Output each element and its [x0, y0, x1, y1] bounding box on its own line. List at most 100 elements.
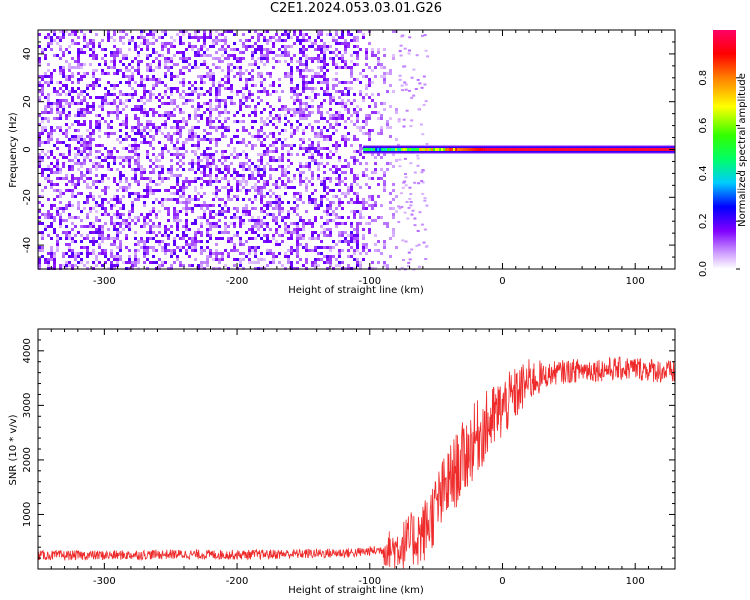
- heatmap-cell: [179, 96, 182, 99]
- heatmap-cell: [395, 159, 398, 162]
- heatmap-cell: [107, 153, 110, 156]
- heatmap-cell: [254, 48, 257, 51]
- heatmap-cell: [83, 264, 86, 267]
- heatmap-cell: [230, 189, 233, 192]
- y-tick-label: 3000: [22, 393, 33, 418]
- heatmap-cell: [374, 162, 377, 165]
- heatmap-cell: [221, 207, 224, 210]
- heatmap-cell: [397, 268, 401, 271]
- heatmap-cell: [296, 237, 299, 240]
- heatmap-cell: [371, 195, 374, 198]
- heatmap-cell: [257, 234, 260, 237]
- heatmap-cell: [400, 192, 403, 195]
- heatmap-cell: [302, 219, 305, 222]
- heatmap-cell: [89, 225, 92, 228]
- heatmap-cell: [38, 57, 41, 60]
- heatmap-cell: [47, 150, 50, 153]
- heatmap-cell: [251, 135, 254, 138]
- heatmap-cell: [107, 102, 110, 105]
- heatmap-cell: [209, 204, 212, 207]
- heatmap-cell: [182, 33, 185, 36]
- heatmap-cell: [215, 225, 218, 228]
- heatmap-cell: [257, 165, 260, 168]
- heatmap-cell: [50, 102, 53, 105]
- heatmap-cell: [161, 153, 164, 156]
- heatmap-cell: [212, 252, 215, 255]
- heatmap-cell: [68, 249, 71, 252]
- heatmap-cell: [356, 111, 359, 114]
- heatmap-cell: [83, 63, 86, 66]
- heatmap-cell: [197, 96, 200, 99]
- heatmap-cell: [98, 204, 101, 207]
- heatmap-cell: [227, 96, 230, 99]
- heatmap-cell: [194, 60, 197, 63]
- heatmap-cell: [53, 204, 56, 207]
- heatmap-cell: [38, 90, 41, 93]
- heatmap-cell: [56, 210, 59, 213]
- heatmap-cell: [161, 132, 164, 135]
- heatmap-cell: [281, 153, 284, 156]
- heatmap-cell: [326, 258, 329, 261]
- heatmap-cell: [113, 159, 116, 162]
- heatmap-cell: [38, 162, 41, 165]
- heatmap-cell: [227, 252, 230, 255]
- heatmap-cell: [302, 45, 305, 48]
- heatmap-cell: [212, 222, 215, 225]
- heatmap-cell: [415, 54, 419, 57]
- heatmap-cell: [41, 156, 44, 159]
- heatmap-cell: [212, 138, 215, 141]
- heatmap-cell: [233, 195, 236, 198]
- heatmap-cell: [182, 153, 185, 156]
- heatmap-cell: [299, 138, 302, 141]
- heatmap-cell: [320, 45, 323, 48]
- heatmap-cell: [341, 171, 344, 174]
- heatmap-cell: [353, 93, 356, 96]
- heatmap-cell: [143, 261, 146, 264]
- heatmap-cell: [299, 234, 302, 237]
- signal-cell: [579, 148, 582, 151]
- heatmap-cell: [179, 147, 182, 150]
- heatmap-cell: [260, 186, 263, 189]
- heatmap-cell: [272, 156, 275, 159]
- heatmap-cell: [263, 36, 266, 39]
- heatmap-cell: [206, 120, 209, 123]
- heatmap-cell: [353, 234, 356, 237]
- heatmap-cell: [191, 240, 194, 243]
- heatmap-cell: [206, 258, 209, 261]
- heatmap-cell: [182, 231, 185, 234]
- heatmap-cell: [191, 129, 194, 132]
- heatmap-cell: [62, 141, 65, 144]
- heatmap-cell: [56, 213, 59, 216]
- heatmap-cell: [335, 243, 338, 246]
- heatmap-cell: [143, 141, 146, 144]
- heatmap-cell: [149, 108, 152, 111]
- heatmap-cell: [398, 207, 402, 210]
- heatmap-cell: [170, 174, 173, 177]
- heatmap-cell: [191, 45, 194, 48]
- heatmap-cell: [314, 147, 317, 150]
- heatmap-cell: [98, 195, 101, 198]
- heatmap-cell: [56, 234, 59, 237]
- heatmap-cell: [182, 195, 185, 198]
- heatmap-cell: [89, 141, 92, 144]
- signal-cell: [507, 148, 510, 151]
- heatmap-cell: [176, 156, 179, 159]
- signal-cell: [465, 148, 468, 151]
- heatmap-cell: [152, 126, 155, 129]
- heatmap-cell: [86, 108, 89, 111]
- heatmap-cell: [194, 135, 197, 138]
- heatmap-cell: [311, 99, 314, 102]
- heatmap-cell: [305, 60, 308, 63]
- heatmap-cell: [47, 180, 50, 183]
- heatmap-cell: [284, 144, 287, 147]
- heatmap-cell: [68, 237, 71, 240]
- heatmap-cell: [362, 246, 365, 249]
- heatmap-cell: [71, 195, 74, 198]
- heatmap-cell: [131, 207, 134, 210]
- heatmap-cell: [128, 216, 131, 219]
- heatmap-cell: [356, 249, 359, 252]
- heatmap-cell: [125, 261, 128, 264]
- heatmap-cell: [104, 159, 107, 162]
- heatmap-cell: [242, 114, 245, 117]
- heatmap-cell: [80, 258, 83, 261]
